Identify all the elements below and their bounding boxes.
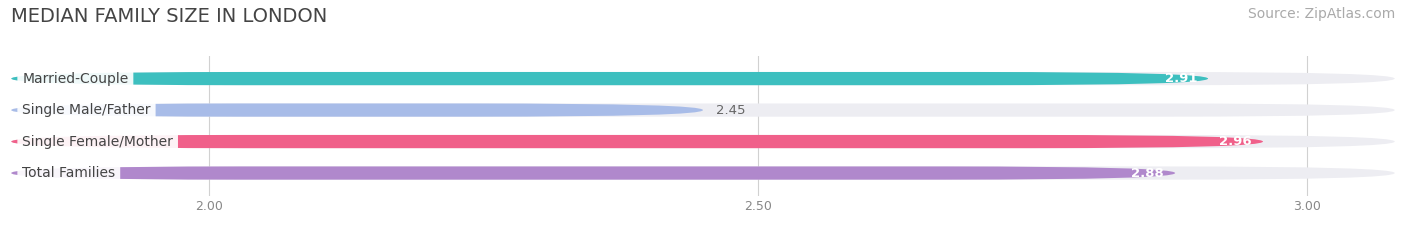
Text: Source: ZipAtlas.com: Source: ZipAtlas.com xyxy=(1247,7,1395,21)
Text: 2.96: 2.96 xyxy=(1219,135,1251,148)
Text: Single Female/Mother: Single Female/Mother xyxy=(22,135,173,149)
Text: Single Male/Father: Single Male/Father xyxy=(22,103,150,117)
Text: Married-Couple: Married-Couple xyxy=(22,72,128,86)
FancyBboxPatch shape xyxy=(11,166,1395,180)
Text: 2.88: 2.88 xyxy=(1132,167,1164,180)
FancyBboxPatch shape xyxy=(11,103,703,117)
FancyBboxPatch shape xyxy=(11,72,1208,85)
FancyBboxPatch shape xyxy=(11,166,1175,180)
FancyBboxPatch shape xyxy=(11,135,1395,148)
FancyBboxPatch shape xyxy=(11,103,1395,117)
FancyBboxPatch shape xyxy=(11,135,1263,148)
FancyBboxPatch shape xyxy=(11,72,1395,85)
Text: 2.45: 2.45 xyxy=(716,104,745,116)
Text: 2.91: 2.91 xyxy=(1164,72,1197,85)
Text: MEDIAN FAMILY SIZE IN LONDON: MEDIAN FAMILY SIZE IN LONDON xyxy=(11,7,328,26)
Text: Total Families: Total Families xyxy=(22,166,115,180)
